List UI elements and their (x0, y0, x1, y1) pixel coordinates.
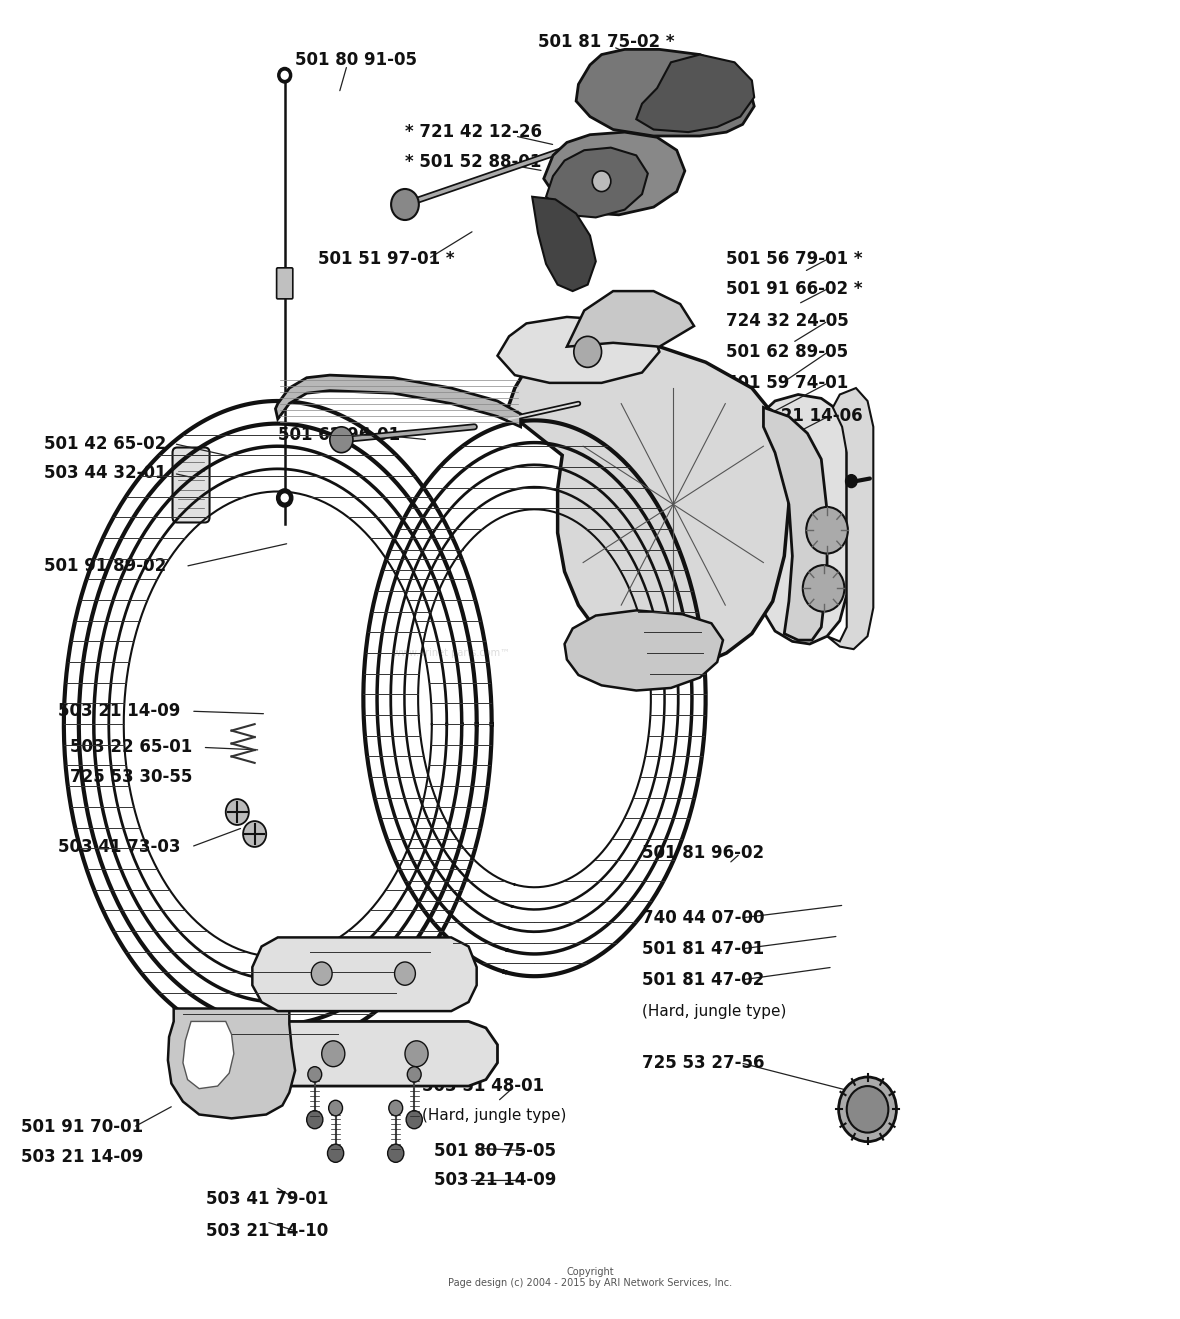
Circle shape (276, 489, 293, 506)
Polygon shape (506, 343, 789, 665)
Circle shape (407, 1067, 421, 1082)
FancyBboxPatch shape (276, 268, 293, 299)
Text: 501 81 75-02 *: 501 81 75-02 * (538, 33, 675, 50)
Text: www.arinet parts.com™: www.arinet parts.com™ (393, 648, 510, 658)
Polygon shape (763, 408, 827, 640)
Circle shape (839, 1078, 897, 1142)
Text: * 503 21 14-06: * 503 21 14-06 (727, 408, 863, 426)
Polygon shape (275, 375, 520, 427)
Polygon shape (636, 54, 754, 132)
Circle shape (802, 565, 845, 612)
Circle shape (329, 1100, 342, 1116)
Circle shape (308, 1067, 322, 1082)
Circle shape (573, 336, 602, 368)
Circle shape (281, 495, 288, 501)
Text: * 501 52 88-01: * 501 52 88-01 (405, 153, 542, 171)
Text: 501 81 47-02: 501 81 47-02 (642, 971, 765, 989)
Circle shape (281, 71, 288, 79)
Polygon shape (498, 317, 660, 383)
Text: 724 32 24-05: 724 32 24-05 (727, 311, 850, 330)
Text: 503 22 65-01: 503 22 65-01 (70, 739, 192, 756)
Circle shape (406, 1111, 422, 1129)
Text: 503 21 14-09: 503 21 14-09 (434, 1171, 556, 1190)
Circle shape (312, 962, 332, 985)
Text: 740 44 07-00: 740 44 07-00 (642, 909, 765, 927)
Polygon shape (544, 132, 684, 215)
Circle shape (847, 1086, 889, 1133)
Circle shape (307, 1111, 323, 1129)
Circle shape (846, 475, 857, 488)
Text: 725 53 30-55: 725 53 30-55 (70, 768, 192, 786)
Polygon shape (827, 388, 873, 649)
Text: 503 41 73-03: 503 41 73-03 (58, 838, 181, 856)
Circle shape (329, 427, 353, 452)
Polygon shape (264, 1021, 498, 1086)
Text: 501 81 47-01: 501 81 47-01 (642, 940, 765, 958)
Circle shape (806, 506, 848, 554)
Circle shape (225, 799, 249, 824)
Circle shape (388, 1100, 402, 1116)
Polygon shape (532, 197, 596, 291)
Polygon shape (566, 291, 694, 347)
Text: 501 62 89-05: 501 62 89-05 (727, 343, 848, 361)
Polygon shape (183, 1021, 234, 1088)
Circle shape (391, 189, 419, 220)
Circle shape (322, 1041, 345, 1067)
Circle shape (592, 171, 611, 191)
Text: 501 81 96-02: 501 81 96-02 (642, 844, 765, 863)
Polygon shape (564, 611, 723, 691)
Circle shape (328, 1145, 343, 1162)
Text: (Hard, jungle type): (Hard, jungle type) (422, 1108, 566, 1124)
Text: (Hard, jungle type): (Hard, jungle type) (642, 1004, 786, 1018)
Text: 503 21 14-09: 503 21 14-09 (21, 1148, 144, 1166)
Text: 501 51 97-01 *: 501 51 97-01 * (319, 249, 454, 268)
Text: 503 21 14-09: 503 21 14-09 (58, 702, 181, 720)
Circle shape (277, 67, 291, 83)
Text: 501 91 89-02: 501 91 89-02 (44, 558, 166, 575)
Text: 501 42 65-02: 501 42 65-02 (44, 435, 166, 452)
Polygon shape (546, 148, 648, 218)
Text: * 721 42 12-26: * 721 42 12-26 (405, 123, 542, 141)
Circle shape (387, 1145, 404, 1162)
Polygon shape (253, 938, 477, 1012)
Text: 725 53 27-56: 725 53 27-56 (642, 1054, 765, 1072)
Text: 503 41 79-01: 503 41 79-01 (206, 1190, 328, 1207)
FancyBboxPatch shape (172, 447, 210, 522)
Polygon shape (168, 1009, 295, 1119)
Text: 501 62 96-01: 501 62 96-01 (277, 426, 400, 443)
Circle shape (394, 962, 415, 985)
Polygon shape (756, 394, 847, 644)
Text: 501 59 74-01: 501 59 74-01 (727, 373, 848, 392)
Circle shape (405, 1041, 428, 1067)
Text: 501 56 79-01 *: 501 56 79-01 * (727, 249, 863, 268)
Text: 503 44 32-01: 503 44 32-01 (44, 464, 166, 483)
Text: 501 91 66-02 *: 501 91 66-02 * (727, 280, 863, 298)
Text: Copyright
Page design (c) 2004 - 2015 by ARI Network Services, Inc.: Copyright Page design (c) 2004 - 2015 by… (448, 1266, 732, 1289)
Text: 501 91 70-01: 501 91 70-01 (21, 1119, 143, 1137)
Text: 501 80 91-05: 501 80 91-05 (295, 50, 417, 69)
Text: 501 80 75-05: 501 80 75-05 (434, 1142, 556, 1159)
Polygon shape (576, 49, 754, 136)
Text: 503 21 14-10: 503 21 14-10 (206, 1221, 328, 1240)
Text: 503 51 48-01: 503 51 48-01 (422, 1078, 544, 1095)
Circle shape (243, 820, 267, 847)
